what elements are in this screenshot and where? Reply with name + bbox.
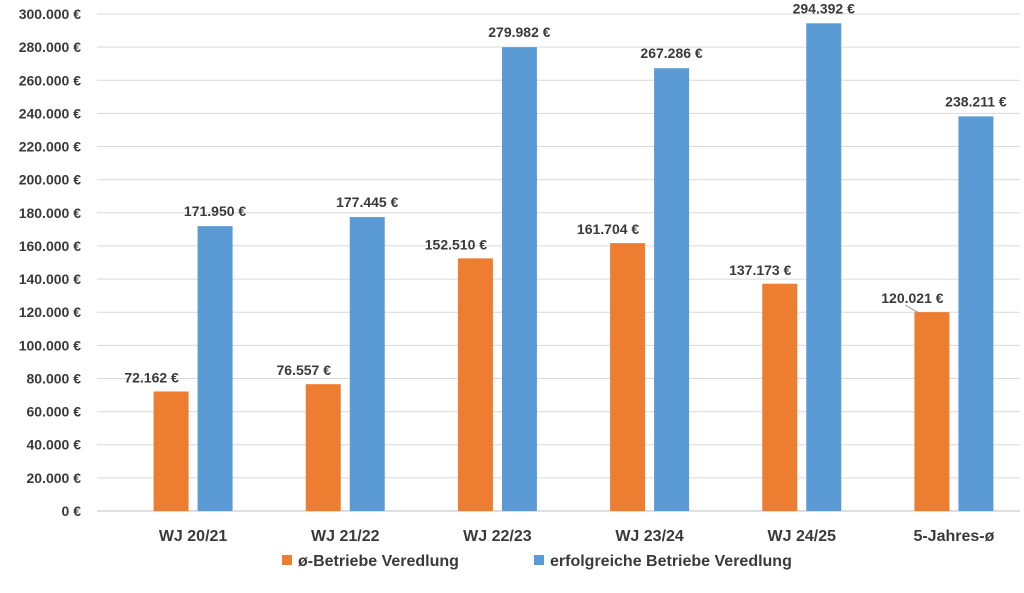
y-tick-label: 140.000 € [19, 271, 81, 287]
bar-successful-farms [654, 68, 690, 511]
x-category-label: WJ 21/22 [311, 528, 380, 545]
label-leader-line [904, 304, 920, 314]
bar-avg-farms [914, 312, 950, 511]
x-category-label: 5-Jahres-ø [913, 528, 994, 545]
y-tick-label: 180.000 € [19, 205, 81, 221]
legend-swatch [282, 555, 292, 565]
x-category-label: WJ 22/23 [463, 528, 532, 545]
data-label: 294.392 € [793, 0, 855, 16]
y-tick-label: 200.000 € [19, 172, 81, 188]
bar-avg-farms [610, 243, 646, 512]
y-tick-label: 160.000 € [19, 238, 81, 254]
y-tick-label: 80.000 € [27, 370, 82, 386]
data-label: 161.704 € [577, 221, 639, 237]
bar-successful-farms [958, 116, 994, 512]
bar-avg-farms [762, 283, 798, 511]
legend-swatch [534, 555, 544, 565]
data-label: 177.445 € [336, 194, 398, 210]
data-label: 267.286 € [640, 45, 702, 61]
y-tick-label: 280.000 € [19, 39, 81, 55]
legend: ø-Betriebe Veredlung erfolgreiche Betrieb… [282, 553, 792, 570]
data-label: 238.211 € [945, 93, 1007, 109]
data-label: 76.557 € [277, 362, 332, 378]
x-category-label: WJ 24/25 [768, 528, 837, 545]
bar-successful-farms [806, 23, 842, 511]
data-label: 152.510 € [425, 236, 487, 252]
y-tick-label: 60.000 € [27, 404, 82, 420]
y-tick-label: 40.000 € [27, 437, 82, 453]
bar-successful-farms [501, 47, 537, 512]
legend-label: erfolgreiche Betriebe Veredlung [550, 553, 792, 570]
data-labels: 72.162 € 171.950 € 76.557 € 177.445 € 152.51… [124, 0, 1007, 385]
y-tick-label: 20.000 € [27, 470, 82, 486]
bar-avg-farms [153, 391, 189, 511]
y-tick-label: 300.000 € [19, 6, 81, 22]
y-tick-label: 260.000 € [19, 72, 81, 88]
data-label: 171.950 € [184, 203, 246, 219]
x-category-label: WJ 20/21 [159, 528, 228, 545]
x-category-label: WJ 23/24 [615, 528, 684, 545]
bar-successful-farms [349, 217, 385, 511]
y-tick-label: 120.000 € [19, 304, 81, 320]
y-tick-label: 220.000 € [19, 139, 81, 155]
y-axis-tick-labels: 0 € 20.000 € 40.000 € 60.000 € 80.000 € 100.0… [19, 6, 82, 519]
x-axis-category-labels: WJ 20/21 WJ 21/22 WJ 22/23 WJ 23/24 WJ 24/25… [159, 528, 995, 545]
legend-label: ø-Betriebe Veredlung [298, 553, 459, 570]
data-label: 137.173 € [729, 262, 791, 278]
bar-avg-farms [457, 258, 493, 511]
data-label: 72.162 € [124, 369, 179, 385]
bars [153, 23, 994, 512]
y-tick-label: 240.000 € [19, 105, 81, 121]
bar-avg-farms [305, 384, 341, 511]
gridlines [97, 13, 1020, 512]
data-label: 120.021 € [881, 290, 943, 306]
y-tick-label: 100.000 € [19, 337, 81, 353]
bar-successful-farms [197, 226, 233, 511]
data-label: 279.982 € [488, 24, 550, 40]
y-tick-label: 0 € [62, 503, 82, 519]
